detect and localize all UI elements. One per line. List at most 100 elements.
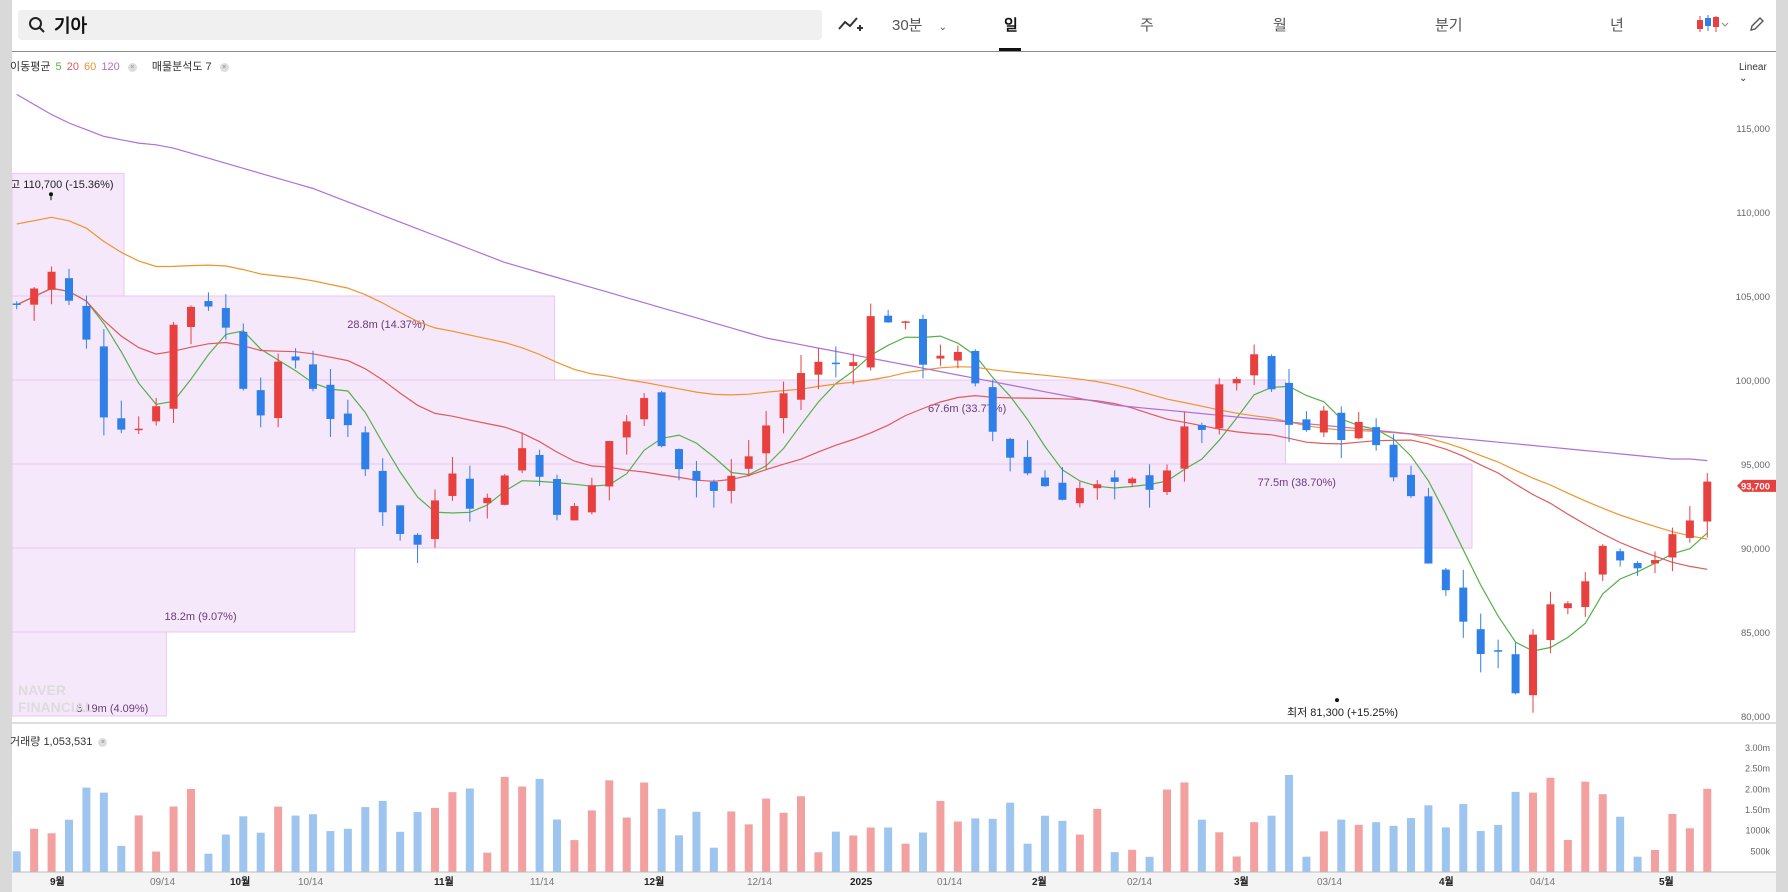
- volume-bar: [831, 831, 840, 872]
- volume-bar: [1006, 802, 1015, 872]
- candle-body: [953, 351, 962, 361]
- volume-bar: [1424, 805, 1433, 872]
- volume-value: 1,053,531: [43, 736, 93, 748]
- toolbar: 기아 30분 ⌄ 일 주 월 분기 년: [12, 0, 1776, 52]
- volume-bar: [1337, 819, 1346, 872]
- candle-body: [361, 432, 370, 470]
- volume-bar: [988, 818, 997, 872]
- volume-bar: [1250, 822, 1259, 872]
- volume-bar: [797, 796, 805, 872]
- volume-bar: [1529, 792, 1537, 872]
- volume-bar: [971, 818, 980, 872]
- volume-tick-label: 1000k: [1745, 826, 1770, 836]
- volume-bar: [1616, 816, 1625, 872]
- pencil-icon[interactable]: [1748, 15, 1766, 33]
- volume-bar: [221, 834, 230, 872]
- volume-bar: [657, 808, 666, 872]
- search-input[interactable]: 기아: [18, 10, 822, 40]
- close-icon[interactable]: ×: [127, 62, 137, 72]
- ma-60: 60: [84, 61, 97, 73]
- chevron-down-icon: ⌄: [938, 22, 948, 33]
- line-chart-icon[interactable]: [837, 14, 863, 34]
- volume-bar: [152, 851, 161, 872]
- candle-body: [1633, 563, 1642, 569]
- candle-body: [134, 428, 143, 431]
- candle-body: [901, 321, 910, 323]
- volume-bar: [378, 800, 387, 872]
- volume-tick-label: 2.50m: [1745, 764, 1770, 774]
- candle-body: [239, 331, 248, 389]
- candle-body: [396, 505, 405, 534]
- candle-body: [483, 497, 492, 504]
- candle-body: [1581, 581, 1590, 607]
- candle-body: [814, 361, 823, 375]
- candle-body: [343, 413, 352, 426]
- volume-bar: [1494, 824, 1503, 872]
- candle-body: [500, 475, 509, 505]
- volume-bar: [256, 832, 265, 872]
- candlestick-icon[interactable]: [1695, 14, 1729, 34]
- volume-bar: [291, 815, 300, 872]
- price-tick-label: 100,000: [1736, 376, 1770, 387]
- volume-bar: [1651, 850, 1659, 872]
- candle-body: [448, 473, 457, 496]
- ma-120: 120: [101, 61, 120, 73]
- volume-bar: [640, 782, 649, 872]
- candle-body: [936, 355, 945, 359]
- volume-profile-bar: [12, 463, 1473, 549]
- volume-bar: [1668, 813, 1677, 872]
- price-chart[interactable]: 8.19m (4.09%) 18.2m (9.07%) 77.5m (38.70%)…: [12, 0, 1776, 892]
- candle-body: [988, 387, 997, 432]
- candle-body: [274, 361, 283, 419]
- volume-bar: [1058, 820, 1067, 872]
- ma-20-line: [16, 287, 1708, 570]
- candle-body: [30, 288, 39, 305]
- candle-body: [1529, 634, 1537, 696]
- scale-selector[interactable]: Linear ⌄: [1739, 62, 1776, 84]
- candle-body: [1006, 438, 1015, 458]
- candle-body: [831, 362, 840, 365]
- tab-quarter[interactable]: 분기: [1435, 17, 1463, 34]
- high-annotation: 최고 110,700 (-15.36%): [12, 178, 114, 191]
- price-tick-label: 95,000: [1741, 460, 1770, 471]
- volume-bar: [1563, 839, 1572, 872]
- chevron-down-icon: ⌄: [1739, 73, 1748, 84]
- volume-bar: [1285, 774, 1293, 872]
- volume-profile-bar: [12, 547, 356, 633]
- volume-bar: [1546, 777, 1555, 872]
- volume-bar: [1319, 831, 1328, 872]
- candle-body: [82, 305, 91, 340]
- scale-label: Linear: [1739, 62, 1767, 73]
- volume-bar: [1041, 815, 1049, 872]
- candle-body: [12, 303, 21, 305]
- volume-bar: [779, 812, 788, 872]
- tab-week[interactable]: 주: [1140, 17, 1154, 34]
- tab-year[interactable]: 년: [1610, 17, 1624, 34]
- volume-bar: [1197, 819, 1206, 872]
- price-tick-label: 80,000: [1741, 712, 1770, 723]
- volume-bar: [1459, 804, 1468, 872]
- close-icon[interactable]: ×: [98, 737, 108, 747]
- tab-day[interactable]: 일: [1004, 17, 1018, 34]
- candle-body: [692, 470, 701, 481]
- tab-month[interactable]: 월: [1273, 17, 1287, 34]
- volume-profile-label: 8.19m (4.09%): [76, 703, 148, 715]
- price-tick-label: 85,000: [1741, 628, 1770, 639]
- close-icon[interactable]: ×: [219, 62, 229, 72]
- candle-body: [47, 271, 56, 290]
- volume-bar: [518, 786, 527, 872]
- candle-body: [849, 362, 858, 366]
- candle-body: [657, 392, 666, 447]
- volume-bar: [1441, 827, 1450, 872]
- ma-5-line: [16, 287, 1708, 652]
- volume-bar: [1476, 831, 1485, 872]
- candle-body: [605, 441, 614, 487]
- candle-body: [256, 390, 265, 416]
- volume-bar: [1633, 856, 1642, 872]
- volume-profile-label: 77.5m (38.70%): [1258, 477, 1336, 489]
- volume-layer: 500k 1000k 1.50m 2.00m 2.50m 3.00m: [12, 743, 1770, 872]
- candle-body: [1180, 426, 1189, 469]
- candle-body: [570, 506, 579, 521]
- volume-bar: [622, 817, 631, 872]
- interval-dropdown[interactable]: 30분 ⌄: [892, 14, 947, 35]
